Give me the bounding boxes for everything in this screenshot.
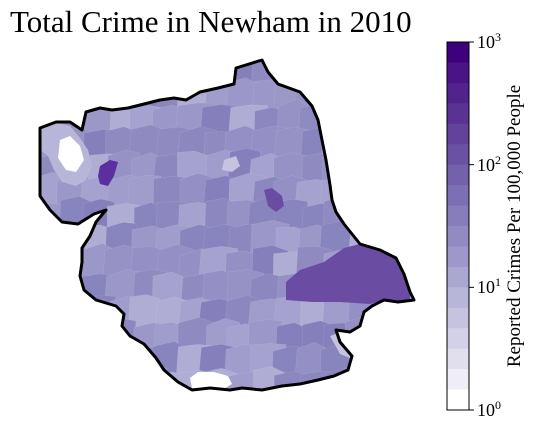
ward-area	[56, 346, 90, 390]
ward-area-high	[264, 188, 284, 212]
ward-area	[347, 80, 382, 120]
ward-area	[40, 273, 73, 313]
ward-area	[371, 151, 410, 189]
ward-area	[78, 60, 120, 91]
colorbar-step	[447, 62, 469, 84]
colorbar-step	[447, 123, 469, 145]
ward-area	[83, 343, 122, 386]
colorbar-tick-label: 101	[477, 275, 501, 298]
ward-area-low	[222, 156, 240, 172]
ward-area-zero	[190, 372, 232, 390]
colorbar-step	[447, 389, 469, 411]
ward-area	[108, 368, 147, 390]
ward-area	[397, 149, 414, 191]
colorbar-step	[447, 82, 469, 104]
ward-area	[367, 320, 408, 358]
ward-area	[343, 127, 380, 162]
ward-area	[60, 60, 96, 89]
colorbar-frame	[446, 41, 470, 411]
ward-area	[40, 246, 67, 281]
colorbar-step	[447, 164, 469, 186]
colorbar-step	[447, 144, 469, 166]
colorbar: 100 101 102 103	[444, 30, 547, 420]
ward-area	[393, 60, 414, 93]
ward-area	[322, 104, 358, 138]
ward-area	[324, 60, 358, 93]
map-title: Total Crime in Newham in 2010	[10, 4, 412, 39]
colorbar-step	[447, 328, 469, 350]
ward-area	[40, 345, 69, 380]
ward-area	[40, 320, 75, 363]
ward-area	[131, 60, 170, 94]
ward-area	[345, 174, 380, 216]
ward-area	[343, 368, 378, 390]
colorbar-tick-label: 100	[477, 398, 501, 420]
ward-area	[370, 365, 407, 390]
newham-map-svg	[38, 58, 416, 392]
ward-area	[369, 127, 405, 173]
colorbar-tick-label: 102	[477, 152, 501, 175]
ward-area	[40, 220, 69, 262]
ward-area	[130, 364, 169, 390]
ward-area	[59, 318, 91, 357]
ward-area	[53, 297, 90, 335]
ward-area	[394, 343, 414, 385]
ward-area	[394, 223, 414, 268]
ward-area	[81, 366, 121, 390]
colorbar-step	[447, 42, 469, 63]
ward-area	[345, 60, 383, 98]
ward-area	[107, 344, 143, 379]
colorbar-step	[447, 185, 469, 207]
ward-area	[105, 60, 140, 95]
colorbar-step	[447, 348, 469, 370]
ward-area	[393, 195, 414, 239]
ward-area	[103, 318, 137, 359]
ward-area-high	[286, 244, 410, 304]
ward-area-max	[98, 160, 118, 186]
ward-area	[81, 321, 117, 361]
ward-area	[392, 368, 414, 390]
ward-area	[368, 60, 410, 97]
colorbar-label: Reported Crimes Per 100,000 People	[504, 84, 525, 368]
colorbar-step	[447, 287, 469, 309]
ward-area	[40, 60, 68, 94]
colorbar-step	[447, 307, 469, 329]
ward-area	[40, 299, 74, 332]
choropleth-map	[38, 58, 416, 392]
ward-area	[394, 321, 414, 360]
ward-area	[40, 366, 73, 390]
ward-area	[396, 177, 414, 216]
ward-area	[369, 345, 407, 386]
ward-area	[40, 80, 68, 121]
ward-area-zero	[58, 136, 84, 172]
colorbar-step	[447, 205, 469, 227]
colorbar-gradient	[446, 41, 474, 411]
ward-area	[157, 60, 193, 93]
ward-area	[368, 76, 404, 116]
colorbar-step	[447, 246, 469, 268]
ward-area	[345, 102, 383, 137]
ward-area	[394, 103, 414, 146]
ward-area	[298, 60, 335, 89]
ward-area	[395, 130, 414, 166]
colorbar-step	[447, 369, 469, 391]
ward-area	[391, 77, 414, 119]
ward-area	[59, 366, 94, 390]
colorbar-step	[447, 226, 469, 247]
colorbar-tick-label: 103	[477, 30, 501, 52]
ward-area	[373, 174, 410, 209]
colorbar-step	[447, 266, 469, 288]
ward-area	[348, 201, 387, 239]
ward-area	[347, 346, 387, 382]
ward-area	[320, 75, 360, 118]
ward-area	[369, 195, 403, 235]
ward-area	[349, 150, 382, 194]
ward-area	[372, 107, 408, 145]
borough-boundary	[38, 58, 416, 392]
colorbar-step	[447, 103, 469, 125]
